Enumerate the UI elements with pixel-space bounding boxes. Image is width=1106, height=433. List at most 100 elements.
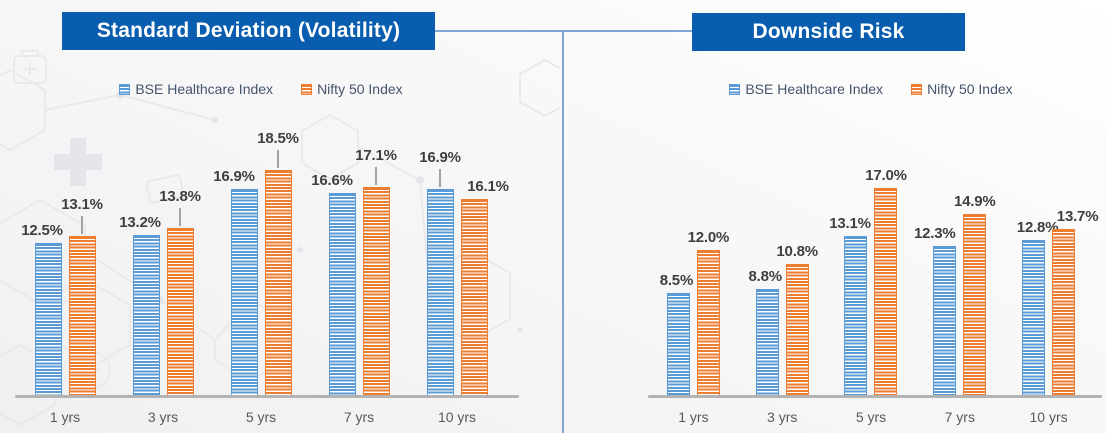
legend-volatility: BSE Healthcare Index Nifty 50 Index <box>16 81 506 97</box>
bar-group-7-yrs: 16.6% 17.1% 7 yrs <box>310 115 408 425</box>
barwrap-nifty-50-index: 17.0% <box>865 167 907 397</box>
barwrap-nifty-50-index: 10.8% <box>776 243 818 397</box>
barwrap-bse-healthcare-index: 16.9% <box>419 149 461 397</box>
legend-item-bse-healthcare-index: BSE Healthcare Index <box>729 81 883 97</box>
chart-title-downside-risk: Downside Risk <box>692 13 965 51</box>
bar-nifty-50-index <box>696 250 720 397</box>
panel-divider-line <box>562 30 564 433</box>
barwrap-bse-healthcare-index: 13.1% <box>829 215 871 397</box>
value-label: 13.8% <box>159 188 201 205</box>
barwrap-nifty-50-index: 14.9% <box>954 193 996 397</box>
legend-item-nifty-50-index: Nifty 50 Index <box>911 81 1013 97</box>
barwrap-bse-healthcare-index: 16.9% <box>213 168 258 397</box>
bar-group-5-yrs: 16.9% 18.5% 5 yrs <box>212 115 310 425</box>
barwrap-bse-healthcare-index: 12.3% <box>914 225 957 397</box>
value-label: 12.8% <box>1016 219 1059 236</box>
x-axis-downside-risk <box>648 395 1102 398</box>
bar-group-10-yrs: 12.8% 13.7% 10 yrs <box>1004 115 1099 425</box>
category-label: 10 yrs <box>1029 409 1068 425</box>
bar-bse-healthcare-index <box>230 189 258 397</box>
value-label: 10.8% <box>776 243 818 260</box>
value-label: 14.9% <box>954 193 996 210</box>
bar-group-10-yrs: 16.9% 16.1% 10 yrs <box>408 115 509 425</box>
value-label: 16.6% <box>311 172 353 189</box>
bar-nifty-50-index <box>264 170 292 397</box>
plot-downside-risk: 8.5% 12.0% 1 yrs 8.8% 10.8% 3 yrs 13.1% 17.0% 5 … <box>649 115 1099 425</box>
value-label: 13.1% <box>829 215 871 232</box>
bar-nifty-50-index <box>166 228 194 397</box>
barwrap-bse-healthcare-index: 12.5% <box>21 222 63 397</box>
barwrap-bse-healthcare-index: 16.6% <box>311 172 356 397</box>
bar-bse-healthcare-index <box>34 243 62 397</box>
chart-title-volatility: Standard Deviation (Volatility) <box>62 12 435 50</box>
value-label: 16.9% <box>419 149 461 166</box>
legend-marker-nifty-50-index <box>301 83 313 95</box>
value-label: 12.3% <box>914 225 956 242</box>
barwrap-bse-healthcare-index: 8.5% <box>660 272 693 397</box>
legend-label: Nifty 50 Index <box>927 81 1013 97</box>
category-label: 7 yrs <box>343 409 375 425</box>
legend-label: BSE Healthcare Index <box>745 81 884 97</box>
bar-bse-healthcare-index <box>666 293 690 397</box>
value-label: 8.8% <box>748 268 782 285</box>
value-label: 8.5% <box>659 272 694 289</box>
bar-bse-healthcare-index <box>1022 240 1046 397</box>
bar-nifty-50-index <box>963 214 987 397</box>
barwrap-bse-healthcare-index: 8.8% <box>748 268 782 397</box>
bar-bse-healthcare-index <box>933 246 957 397</box>
legend-label: Nifty 50 Index <box>317 81 403 97</box>
bar-group-5-yrs: 13.1% 17.0% 5 yrs <box>827 115 916 425</box>
bar-group-1-yrs: 8.5% 12.0% 1 yrs <box>649 115 738 425</box>
hexagon-outline <box>519 58 560 118</box>
bar-group-7-yrs: 12.3% 14.9% 7 yrs <box>914 115 1004 425</box>
legend-marker-bse-healthcare-index <box>119 83 131 95</box>
bar-nifty-50-index <box>785 264 809 397</box>
barwrap-nifty-50-index: 13.8% <box>159 188 201 397</box>
bar-nifty-50-index <box>874 188 898 397</box>
bar-bse-healthcare-index <box>328 193 356 397</box>
barwrap-nifty-50-index: 13.7% <box>1052 208 1099 397</box>
first-aid-kit-handle <box>21 50 39 56</box>
label-leader-line <box>439 169 441 187</box>
label-leader-line <box>81 216 83 234</box>
barwrap-nifty-50-index: 12.0% <box>688 229 729 397</box>
bar-bse-healthcare-index <box>132 235 160 397</box>
barwrap-nifty-50-index: 17.1% <box>355 147 397 397</box>
value-label: 16.9% <box>213 168 255 185</box>
first-aid-kit-cross <box>23 62 37 76</box>
value-label: 17.0% <box>865 167 907 184</box>
barwrap-bse-healthcare-index: 13.2% <box>119 214 161 397</box>
legend-marker-nifty-50-index <box>911 83 923 95</box>
label-leader-line <box>179 208 181 226</box>
legend-item-bse-healthcare-index: BSE Healthcare Index <box>119 81 273 97</box>
molecule-dot <box>517 327 523 333</box>
legend-label: BSE Healthcare Index <box>135 81 274 97</box>
category-label: 3 yrs <box>767 409 798 425</box>
category-label: 1 yrs <box>678 409 709 425</box>
plot-volatility: 12.5% 13.1% 1 yrs 13.2% 13.8% 3 yrs 16.9% 18.5%… <box>16 115 509 425</box>
label-leader-line <box>277 150 279 168</box>
bar-nifty-50-index <box>68 236 96 397</box>
value-label: 13.7% <box>1056 208 1099 225</box>
bar-bse-healthcare-index <box>755 289 779 397</box>
bar-group-3-yrs: 13.2% 13.8% 3 yrs <box>114 115 212 425</box>
value-label: 12.5% <box>21 222 63 239</box>
barwrap-bse-healthcare-index: 12.8% <box>1017 219 1059 397</box>
category-label: 3 yrs <box>147 409 179 425</box>
barwrap-nifty-50-index: 18.5% <box>257 130 299 397</box>
category-label: 10 yrs <box>437 409 477 425</box>
label-leader-line <box>375 167 377 185</box>
value-label: 17.1% <box>355 147 397 164</box>
bar-bse-healthcare-index <box>844 236 868 397</box>
legend-marker-bse-healthcare-index <box>729 83 741 95</box>
value-label: 13.2% <box>119 214 161 231</box>
first-aid-kit-icon <box>13 55 47 84</box>
value-label: 12.0% <box>687 229 730 246</box>
barwrap-nifty-50-index: 16.1% <box>460 178 509 397</box>
bar-group-1-yrs: 12.5% 13.1% 1 yrs <box>16 115 114 425</box>
category-label: 5 yrs <box>245 409 277 425</box>
barwrap-nifty-50-index: 13.1% <box>61 196 103 397</box>
x-axis-volatility <box>15 395 519 398</box>
bar-nifty-50-index <box>362 187 390 397</box>
bar-bse-healthcare-index <box>426 189 454 397</box>
